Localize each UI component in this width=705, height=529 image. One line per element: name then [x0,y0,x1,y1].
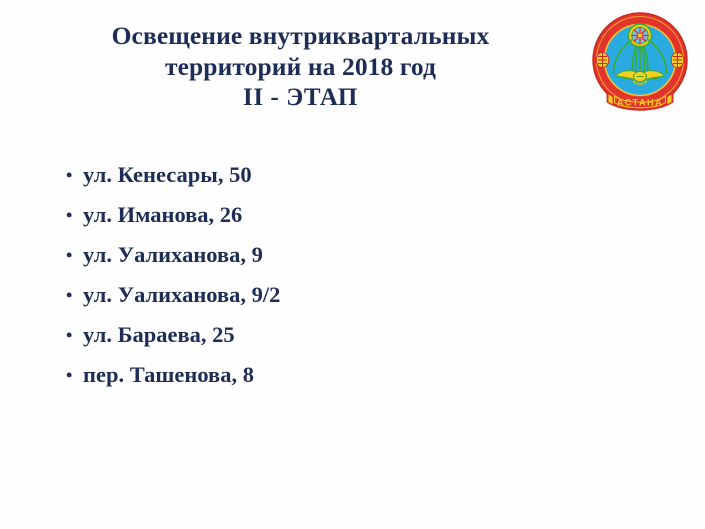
ribbon-label: АСТАНА [617,97,663,107]
emblem-ribbon: АСТАНА [606,92,674,111]
list-item: • ул. Иманова, 26 [66,195,566,235]
bullet-icon: • [66,165,73,185]
list-item-label: ул. Уалиханова, 9/2 [83,282,281,307]
list-item: • ул. Кенесары, 50 [66,155,566,195]
bullet-icon: • [66,365,73,385]
list-item: • ул. Бараева, 25 [66,315,566,355]
list-item: • пер. Ташенова, 8 [66,355,566,395]
bullet-icon: • [66,285,73,305]
list-item-label: ул. Уалиханова, 9 [83,242,263,267]
title-line-2: территорий на 2018 год [164,52,437,81]
list-item-label: ул. Кенесары, 50 [83,162,252,187]
astana-coat-of-arms-icon: АСТАНА [591,7,689,113]
bullet-icon: • [66,325,73,345]
title-line-1: Освещение внутриквартальных [111,21,490,50]
list-item-label: ул. Иманова, 26 [83,202,243,227]
list-item: • ул. Уалиханова, 9 [66,235,566,275]
shanyrak-icon [627,23,653,48]
list-item: • ул. Уалиханова, 9/2 [66,275,566,315]
address-list: • ул. Кенесары, 50 • ул. Иманова, 26 • у… [66,155,566,395]
title-line-stage: II - ЭТАП [243,84,358,111]
list-item-label: пер. Ташенова, 8 [83,362,254,387]
side-ornament-left [595,51,610,69]
samruk-bird-icon [614,67,666,85]
side-ornament-right [670,51,685,69]
bullet-icon: • [66,205,73,225]
bullet-icon: • [66,245,73,265]
list-item-label: ул. Бараева, 25 [83,322,235,347]
page-title: Освещение внутриквартальных территорий н… [38,20,563,113]
